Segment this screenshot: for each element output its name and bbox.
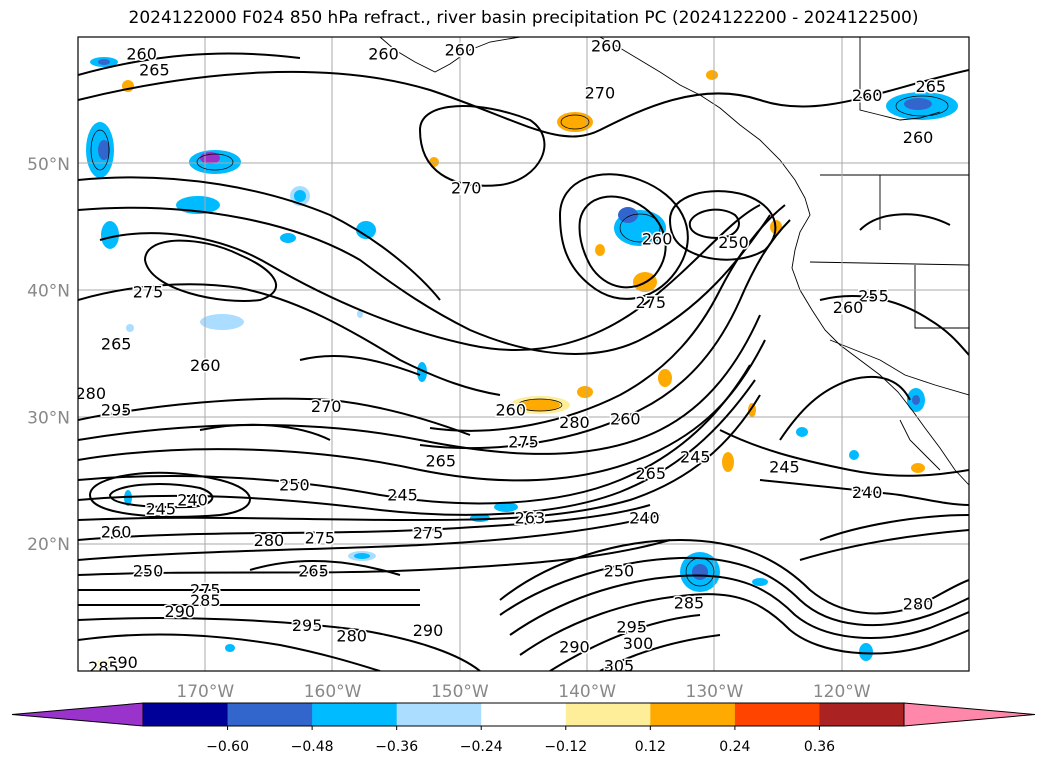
contour-label: 240 xyxy=(177,491,208,510)
colorbar-extend-low xyxy=(11,702,144,727)
contour-label: 280 xyxy=(903,595,934,614)
contour-label: 295 xyxy=(101,401,132,420)
colorbar-segment xyxy=(481,703,567,726)
contour-label: 260 xyxy=(591,37,622,56)
colorbar-segment xyxy=(734,703,820,726)
contour-label: 290 xyxy=(559,638,590,657)
contour-label: 270 xyxy=(585,84,616,103)
lon-tick-label: 140°W xyxy=(558,682,616,702)
contour-label: 280 xyxy=(559,413,590,432)
map-title: 2024122000 F024 850 hPa refract., river … xyxy=(128,8,919,28)
colorbar-segment xyxy=(227,703,313,726)
contour-label: 263 xyxy=(515,508,546,527)
lon-tick-label: 120°W xyxy=(813,682,871,702)
colorbar-tick-label: −0.60 xyxy=(206,739,249,755)
contour-label: 260 xyxy=(833,298,864,317)
lat-tick-label: 50°N xyxy=(27,155,70,175)
contour-label: 250 xyxy=(279,475,310,494)
colorbar-tick-label: 0.36 xyxy=(804,739,835,755)
colorbar: −0.60 −0.48 −0.36 −0.24 −0.12 0.12 0.24 0.36 xyxy=(11,702,1036,755)
contour-label: 290 xyxy=(165,602,196,621)
latitude-labels: 20°N 30°N 40°N 50°N xyxy=(27,155,70,555)
lat-tick-label: 30°N xyxy=(27,408,70,428)
colorbar-tick-label: 0.12 xyxy=(635,739,666,755)
contour-label: 260 xyxy=(101,522,132,541)
contour-label: 270 xyxy=(451,179,482,198)
contour-label: 275 xyxy=(413,524,444,543)
shading-outlines xyxy=(90,95,949,587)
contour-label: 295 xyxy=(616,617,647,636)
colorbar-tick-label: −0.48 xyxy=(291,739,334,755)
contour-label: 275 xyxy=(636,293,667,312)
contour-label: 240 xyxy=(629,508,660,527)
colorbar-tick-label: −0.12 xyxy=(544,739,587,755)
colorbar-segment xyxy=(565,703,651,726)
contour-label: 245 xyxy=(387,486,418,505)
contour-label: 240 xyxy=(852,483,883,502)
contour-label: 260 xyxy=(368,44,399,63)
contour-label: 275 xyxy=(305,529,336,548)
lat-tick-label: 20°N xyxy=(27,535,70,555)
colorbar-segment xyxy=(819,703,905,726)
contour-label: 245 xyxy=(769,458,800,477)
colorbar-segment xyxy=(396,703,482,726)
map-frame xyxy=(77,36,970,672)
contour-label: 275 xyxy=(190,581,221,600)
contour-label: 250 xyxy=(604,562,635,581)
lon-tick-label: 170°W xyxy=(176,682,234,702)
contour-label: 260 xyxy=(190,356,221,375)
colorbar-frame xyxy=(142,702,905,727)
contour-label: 290 xyxy=(413,621,444,640)
colorbar-tick-label: −0.24 xyxy=(460,739,503,755)
contour-label: 260 xyxy=(610,409,641,428)
refractivity-contours xyxy=(78,52,969,671)
contour-label: 275 xyxy=(133,283,164,302)
contour-label: 260 xyxy=(445,40,476,59)
contour-label: 260 xyxy=(903,128,934,147)
colorbar-segment xyxy=(143,703,229,726)
colorbar-tick-label: 0.24 xyxy=(719,739,750,755)
lat-tick-label: 40°N xyxy=(27,282,70,302)
contour-label: 250 xyxy=(133,562,164,581)
contour-label: 280 xyxy=(336,626,367,645)
graticule xyxy=(78,37,969,671)
contour-label: 255 xyxy=(858,286,889,305)
contour-label: 265 xyxy=(425,451,456,470)
contour-label: 265 xyxy=(636,464,667,483)
contour-label: 270 xyxy=(311,397,342,416)
contour-label: 260 xyxy=(495,401,526,420)
contour-label: 275 xyxy=(508,432,539,451)
colorbar-tick-label: −0.36 xyxy=(375,739,418,755)
contour-label: 260 xyxy=(126,44,157,63)
contour-label: 285 xyxy=(190,591,221,610)
lon-tick-label: 130°W xyxy=(686,682,744,702)
colorbar-segment xyxy=(650,703,736,726)
contour-label: 280 xyxy=(254,531,285,550)
contour-label: 285 xyxy=(674,593,705,612)
contour-label: 280 xyxy=(75,384,106,403)
contour-label: 260 xyxy=(642,229,673,248)
lon-tick-label: 160°W xyxy=(304,682,362,702)
contour-label: 285 xyxy=(88,658,119,677)
contour-label: 250 xyxy=(718,233,749,252)
contour-label: 295 xyxy=(292,616,323,635)
contour-label: 265 xyxy=(101,335,132,354)
longitude-labels: 170°W 160°W 150°W 140°W 130°W 120°W xyxy=(176,682,870,702)
contour-label: 305 xyxy=(604,657,635,676)
colorbar-extend-high xyxy=(903,702,1036,727)
contour-label: 265 xyxy=(139,61,170,80)
contour-label: 245 xyxy=(680,447,711,466)
coastline xyxy=(379,37,969,486)
contour-label: 265 xyxy=(298,562,329,581)
contour-label: 245 xyxy=(145,499,176,518)
contour-label: 290 xyxy=(107,653,138,672)
colorbar-segment xyxy=(312,703,398,726)
contour-label: 300 xyxy=(623,634,654,653)
lon-tick-label: 150°W xyxy=(431,682,489,702)
contour-label: 260 xyxy=(852,86,883,105)
contour-label: 265 xyxy=(916,77,947,96)
